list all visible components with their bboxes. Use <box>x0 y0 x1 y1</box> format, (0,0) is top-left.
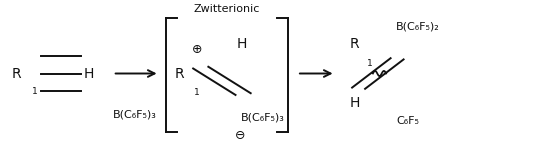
Text: ⊕: ⊕ <box>191 44 202 56</box>
Text: ⊖: ⊖ <box>234 129 245 142</box>
Text: C₆F₅: C₆F₅ <box>396 116 419 126</box>
Text: 1: 1 <box>367 59 373 68</box>
Text: B(C₆F₅)₃: B(C₆F₅)₃ <box>241 113 285 123</box>
Text: 1: 1 <box>194 88 199 97</box>
Text: R: R <box>175 66 185 81</box>
Text: H: H <box>84 66 94 81</box>
Text: R: R <box>349 37 359 51</box>
Text: H: H <box>237 37 247 51</box>
Text: B(C₆F₅)₃: B(C₆F₅)₃ <box>113 110 157 120</box>
Text: Zwitterionic: Zwitterionic <box>194 4 260 14</box>
Text: R: R <box>12 66 22 81</box>
Text: B(C₆F₅)₂: B(C₆F₅)₂ <box>396 21 440 31</box>
Text: 1: 1 <box>32 87 37 96</box>
Text: H: H <box>349 96 360 110</box>
